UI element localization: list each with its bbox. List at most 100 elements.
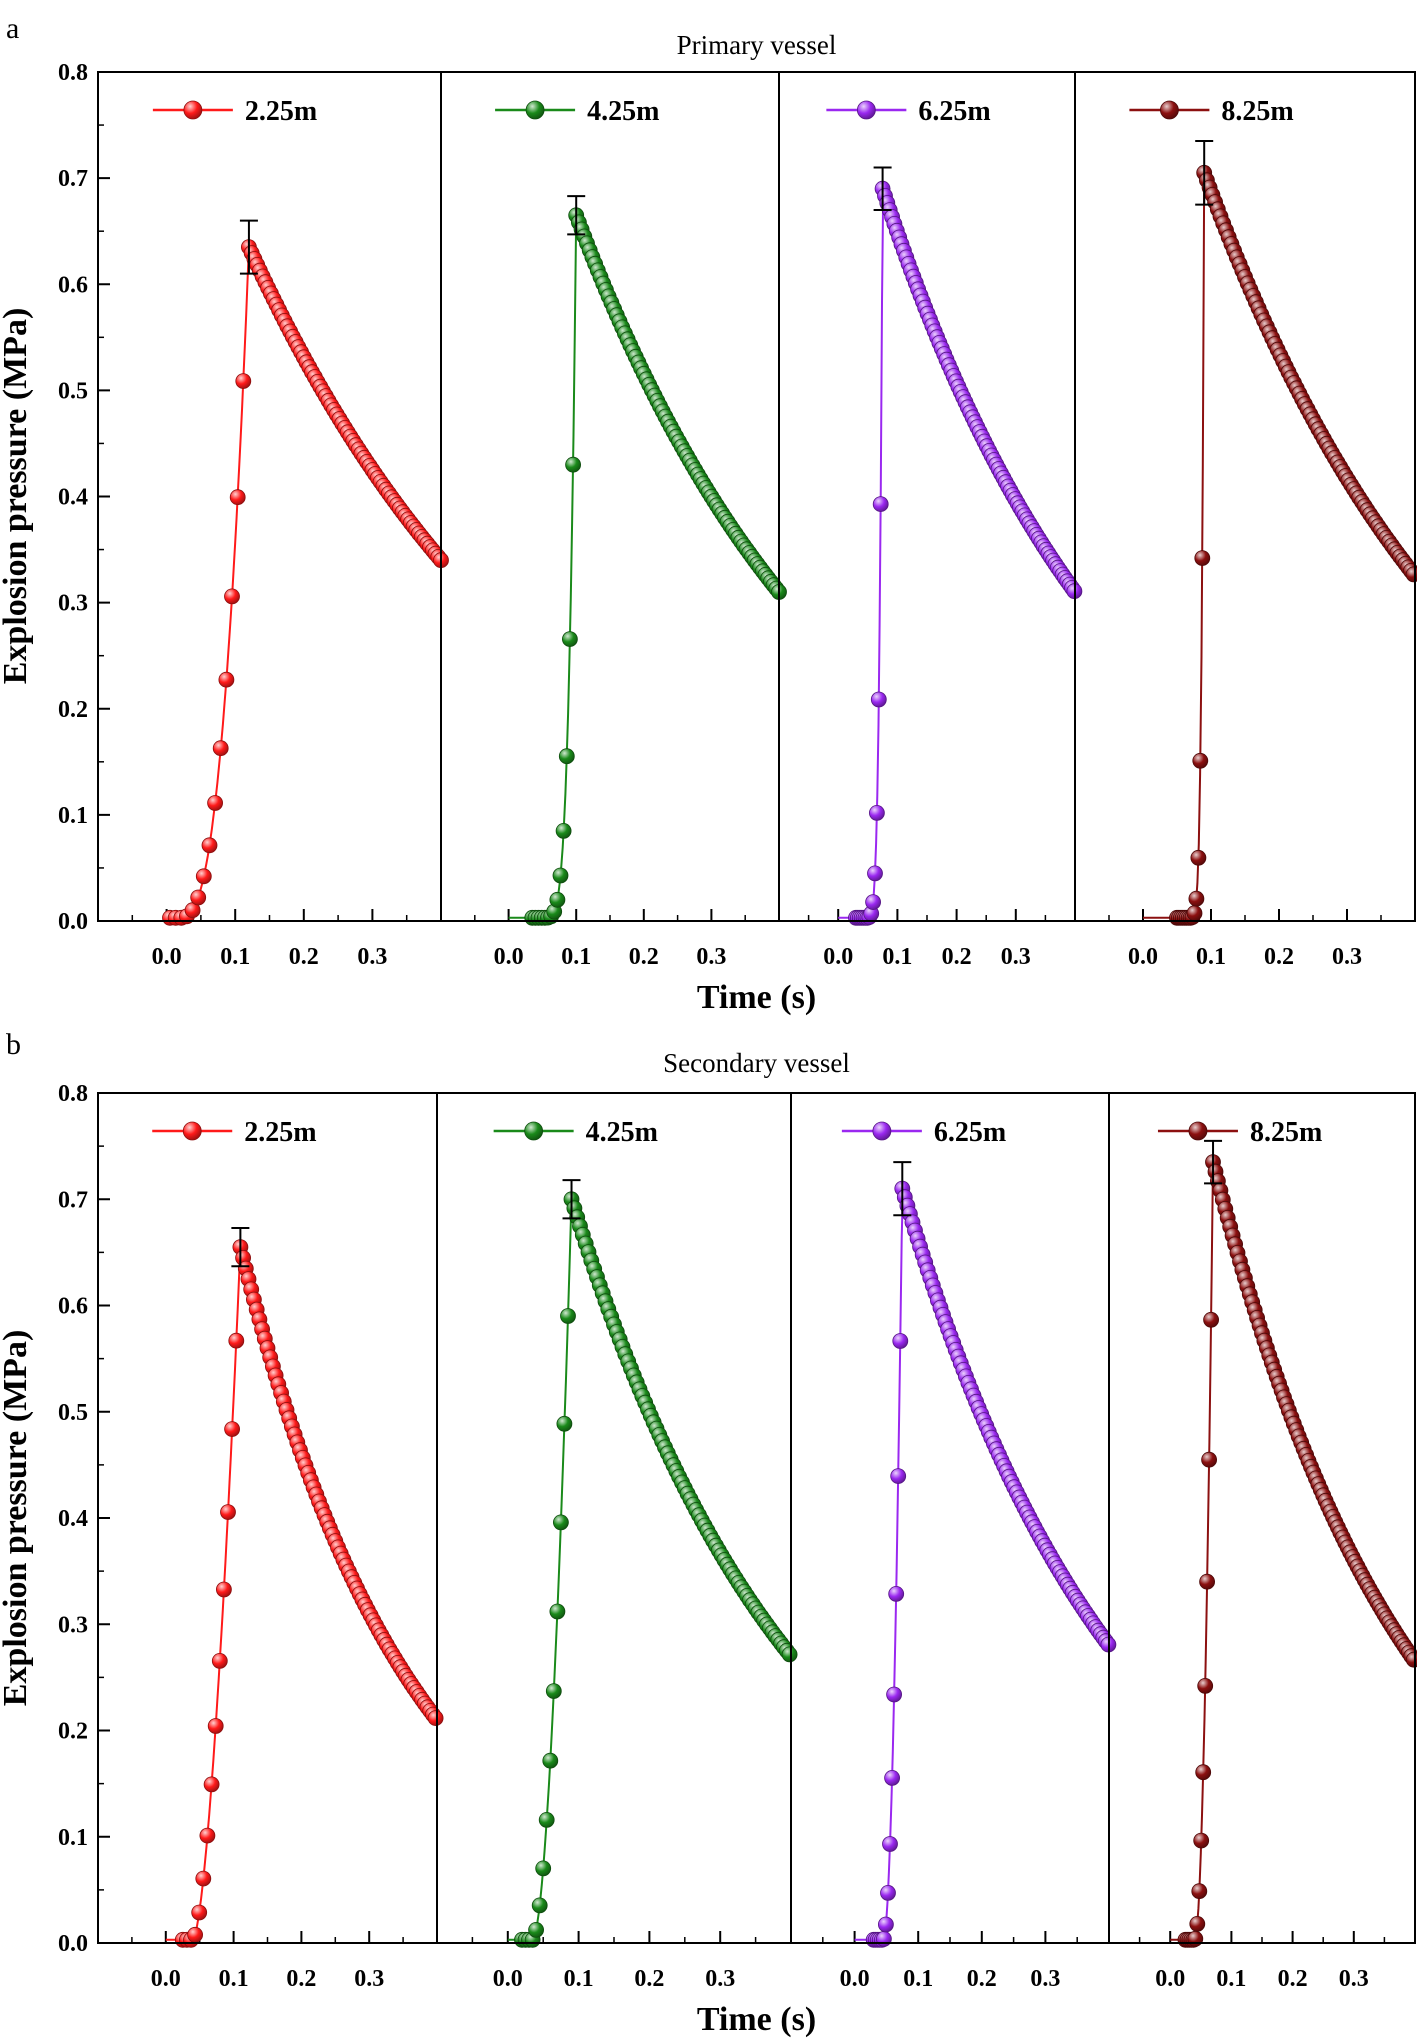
x-tick-label: 0.2 xyxy=(1264,944,1294,970)
y-tick-label: 0.7 xyxy=(58,166,88,192)
data-point xyxy=(1188,890,1205,907)
data-point xyxy=(218,671,235,688)
x-tick-label: 0.0 xyxy=(151,1966,181,1992)
legend-label: 8.25m xyxy=(1250,1117,1322,1148)
data-point xyxy=(1187,1930,1204,1947)
data-point xyxy=(228,1332,245,1349)
data-point xyxy=(207,795,224,811)
data-point xyxy=(538,1812,555,1828)
legend-marker xyxy=(182,1121,202,1141)
subplot-6.25m: 0.0 0.1 0.2 0.3 6.25m xyxy=(822,1117,1117,1992)
x-tick-label: 0.0 xyxy=(494,944,524,970)
x-tick-label: 0.3 xyxy=(696,944,726,970)
x-tick-label: 0.1 xyxy=(1196,944,1226,970)
data-point xyxy=(203,1776,220,1793)
x-tick-label: 0.3 xyxy=(1339,1966,1369,1992)
panel-title: Primary vessel xyxy=(677,30,837,60)
data-point xyxy=(880,1885,896,1901)
x-tick-label: 0.0 xyxy=(1128,944,1158,970)
data-point xyxy=(195,1870,212,1887)
data-point xyxy=(565,456,581,473)
legend-marker xyxy=(856,100,876,120)
data-point xyxy=(888,1586,905,1602)
data-point xyxy=(562,631,578,647)
legend-marker xyxy=(524,1121,544,1141)
data-point xyxy=(781,1646,798,1663)
plot-frame xyxy=(97,71,1416,922)
legend-marker xyxy=(1188,1121,1208,1141)
data-point xyxy=(531,1897,548,1914)
y-tick-label: 0.8 xyxy=(58,60,88,86)
data-point xyxy=(215,1581,232,1598)
data-point xyxy=(1191,1883,1208,1900)
x-tick-label: 0.3 xyxy=(1001,944,1031,970)
data-point xyxy=(1186,905,1203,922)
y-tick-label: 0.4 xyxy=(58,485,88,511)
subplot-6.25m: 0.0 0.1 0.2 0.3 6.25m xyxy=(807,96,1083,970)
markers-6.25m xyxy=(865,1180,1117,1948)
data-point xyxy=(224,588,240,605)
data-point xyxy=(892,1333,909,1349)
data-point xyxy=(535,1860,552,1877)
data-point xyxy=(1194,550,1211,566)
markers-4.25m xyxy=(514,1191,798,1948)
x-tick-label: 0.2 xyxy=(1278,1966,1308,1992)
panel-letter: b xyxy=(6,1028,21,1061)
y-tick-label: 0.4 xyxy=(58,1506,88,1532)
x-tick-label: 0.0 xyxy=(840,1966,870,1992)
data-point xyxy=(201,837,218,854)
y-tick-label: 0.1 xyxy=(58,803,88,829)
data-point xyxy=(1189,1916,1206,1932)
x-tick-label: 0.2 xyxy=(286,1966,316,1992)
subplot-4.25m: 0.0 0.1 0.2 0.3 4.25m xyxy=(474,96,787,970)
data-point xyxy=(556,1415,573,1432)
data-point xyxy=(187,1926,204,1943)
legend-label: 2.25m xyxy=(244,1117,316,1148)
data-point xyxy=(545,1683,562,1699)
panel-letter: a xyxy=(6,12,19,45)
y-tick-label: 0.5 xyxy=(58,378,88,404)
data-point xyxy=(195,868,212,885)
y-tick-label: 0.6 xyxy=(58,1294,88,1320)
x-axis-label: Time (s) xyxy=(697,2001,816,2038)
y-tick-label: 0.0 xyxy=(58,909,88,935)
x-tick-label: 0.1 xyxy=(1216,1966,1246,1992)
data-point xyxy=(1193,1832,1210,1849)
subplot-8.25m: 0.0 0.1 0.2 0.3 8.25m xyxy=(1138,1117,1417,1992)
data-point xyxy=(1201,1451,1217,1468)
markers-8.25m xyxy=(1169,164,1417,926)
legend-marker xyxy=(525,100,545,120)
x-tick-label: 0.2 xyxy=(289,944,319,970)
legend-marker xyxy=(872,1121,892,1141)
x-tick-label: 0.3 xyxy=(1332,944,1362,970)
data-point xyxy=(549,1603,566,1620)
data-point xyxy=(427,1710,444,1726)
y-tick-label: 0.7 xyxy=(58,1187,88,1213)
series-line-4.25m xyxy=(507,1199,792,1941)
x-tick-label: 0.1 xyxy=(882,944,912,970)
series-line-6.25m xyxy=(854,1190,1110,1941)
data-point xyxy=(867,865,883,882)
subplot-8.25m: 0.0 0.1 0.2 0.3 8.25m xyxy=(1108,96,1417,970)
subplot-2.25m: 0.0 0.1 0.2 0.3 2.25m xyxy=(131,96,449,970)
data-point xyxy=(229,489,246,506)
markers-2.25m xyxy=(162,239,449,926)
data-point xyxy=(552,867,569,884)
data-point xyxy=(884,1770,900,1786)
legend-label: 6.25m xyxy=(934,1117,1006,1148)
legend-label: 4.25m xyxy=(587,96,659,127)
data-point xyxy=(890,1468,907,1484)
data-point xyxy=(1195,1764,1212,1781)
data-point xyxy=(190,889,207,906)
data-point xyxy=(549,891,566,908)
data-point xyxy=(865,894,881,910)
data-point xyxy=(869,805,885,821)
x-tick-label: 0.3 xyxy=(1030,1966,1060,1992)
data-point xyxy=(876,1931,892,1947)
x-tick-label: 0.0 xyxy=(152,944,182,970)
x-tick-label: 0.1 xyxy=(220,944,250,970)
data-point xyxy=(528,1922,544,1938)
plot-frame xyxy=(97,1092,1416,1944)
data-point xyxy=(878,1916,894,1933)
